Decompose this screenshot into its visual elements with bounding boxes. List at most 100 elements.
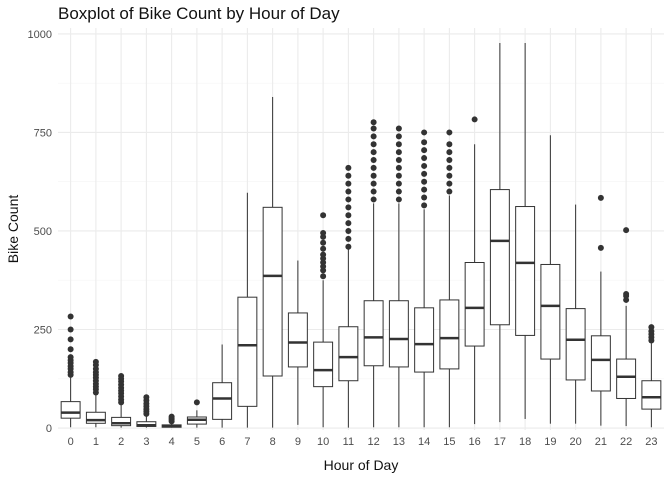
- outlier-point: [395, 157, 402, 164]
- outlier-point: [421, 155, 428, 162]
- x-tick-label: 11: [343, 436, 354, 448]
- outlier-point: [446, 157, 453, 164]
- outlier-point: [446, 129, 453, 136]
- x-tick-label: 22: [620, 436, 632, 448]
- x-tick-label: 23: [645, 436, 657, 448]
- outlier-point: [623, 291, 630, 298]
- box-iqr: [414, 307, 435, 373]
- boxes-layer: [60, 42, 662, 428]
- x-tick-label: 17: [494, 436, 506, 448]
- outlier-point: [143, 394, 150, 401]
- outlier-point: [67, 313, 74, 320]
- outlier-point: [345, 235, 352, 242]
- outlier-point: [446, 172, 453, 179]
- box-iqr: [565, 308, 586, 381]
- outlier-point: [370, 125, 377, 132]
- box-iqr: [515, 206, 536, 336]
- box-hour-6: [212, 344, 233, 428]
- x-tick-label: 21: [595, 436, 607, 448]
- outlier-point: [345, 243, 352, 250]
- x-tick-label: 1: [93, 436, 99, 448]
- x-tick-label: 0: [68, 436, 74, 448]
- outlier-point: [320, 229, 327, 236]
- outlier-point: [648, 324, 655, 331]
- outlier-point: [597, 194, 604, 201]
- box-hour-2: [111, 373, 132, 428]
- outlier-point: [320, 245, 327, 252]
- x-tick-label: 20: [570, 436, 582, 448]
- outlier-point: [92, 358, 99, 365]
- outlier-point: [395, 180, 402, 187]
- box-hour-23: [641, 324, 662, 428]
- outlier-point: [370, 164, 377, 171]
- x-tick-label: 9: [295, 436, 301, 448]
- box-hour-12: [363, 119, 384, 428]
- box-iqr: [237, 296, 258, 407]
- outlier-point: [395, 125, 402, 132]
- outlier-point: [345, 227, 352, 234]
- outlier-point: [421, 162, 428, 169]
- box-hour-7: [237, 192, 258, 428]
- box-iqr: [111, 416, 132, 427]
- outlier-point: [168, 413, 175, 420]
- box-hour-10: [313, 212, 334, 428]
- outlier-point: [446, 180, 453, 187]
- outlier-point: [421, 129, 428, 136]
- box-iqr: [363, 300, 384, 367]
- outlier-point: [320, 273, 327, 280]
- outlier-point: [421, 170, 428, 177]
- x-tick-label: 12: [368, 436, 380, 448]
- outlier-point: [370, 149, 377, 156]
- x-tick-label: 18: [519, 436, 531, 448]
- box-hour-13: [388, 125, 409, 428]
- outlier-point: [345, 172, 352, 179]
- outlier-point: [421, 139, 428, 146]
- box-hour-9: [287, 260, 308, 425]
- outlier-point: [421, 186, 428, 193]
- outlier-point: [446, 149, 453, 156]
- outlier-point: [395, 164, 402, 171]
- box-hour-0: [60, 313, 81, 428]
- x-axis-ticks: 0 1 2 3 4 5 6 7 8 9 10 11 12 13 14 15 16 17 18 19 20 21 22 23: [68, 436, 658, 448]
- outlier-point: [421, 194, 428, 201]
- x-tick-label: 14: [418, 436, 430, 448]
- x-tick-label: 2: [118, 436, 124, 448]
- outlier-point: [395, 149, 402, 156]
- box-hour-22: [616, 227, 637, 427]
- outlier-point: [370, 172, 377, 179]
- y-tick-label: 0: [46, 423, 52, 435]
- box-hour-14: [414, 129, 435, 428]
- outlier-point: [446, 164, 453, 171]
- box-hour-19: [540, 135, 561, 424]
- outlier-point: [421, 178, 428, 185]
- y-tick-label: 250: [34, 325, 52, 337]
- box-hour-5: [186, 399, 207, 428]
- outlier-point: [395, 133, 402, 140]
- box-iqr: [489, 189, 510, 326]
- box-iqr: [338, 326, 359, 382]
- outlier-point: [345, 212, 352, 219]
- box-iqr: [464, 262, 485, 347]
- box-iqr: [85, 411, 106, 424]
- outlier-point: [320, 239, 327, 246]
- x-tick-label: 13: [393, 436, 405, 448]
- outlier-point: [67, 346, 74, 353]
- box-iqr: [262, 206, 283, 377]
- outlier-point: [370, 196, 377, 203]
- box-hour-4: [161, 413, 182, 428]
- outlier-point: [597, 244, 604, 251]
- outlier-point: [345, 204, 352, 211]
- outlier-point: [395, 196, 402, 203]
- outlier-point: [370, 157, 377, 164]
- x-tick-label: 10: [317, 436, 329, 448]
- box-iqr: [388, 300, 409, 368]
- box-hour-3: [136, 394, 157, 428]
- y-tick-label: 1000: [28, 29, 52, 41]
- chart-title: Boxplot of Bike Count by Hour of Day: [58, 4, 340, 23]
- x-tick-label: 5: [194, 436, 200, 448]
- outlier-point: [67, 336, 74, 343]
- x-tick-label: 8: [270, 436, 276, 448]
- outlier-point: [345, 220, 352, 227]
- box-hour-11: [338, 164, 359, 428]
